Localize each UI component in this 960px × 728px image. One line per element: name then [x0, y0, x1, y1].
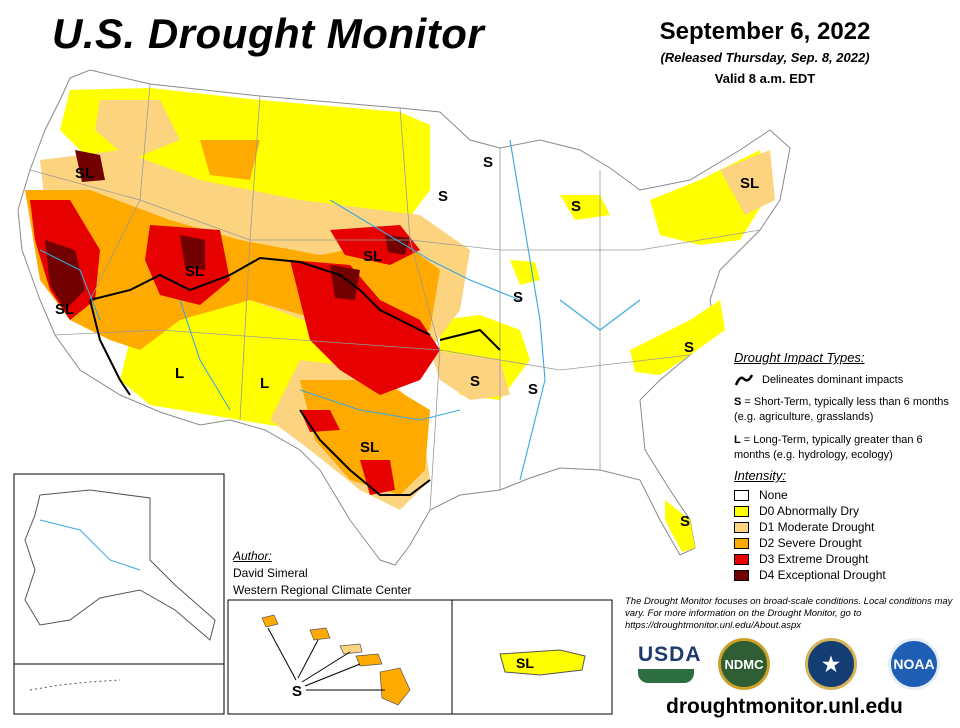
label-texas: SL	[360, 439, 379, 456]
label-hawaii: S	[292, 683, 302, 700]
label-michigan: S	[571, 198, 581, 215]
release-date: (Released Thursday, Sep. 8, 2022)	[660, 50, 870, 65]
map-date: September 6, 2022	[659, 18, 871, 45]
label-carolinas: S	[684, 339, 694, 356]
intensity-swatch	[734, 505, 749, 517]
label-ca-south: SL	[55, 301, 74, 318]
intensity-item: D0 Abnormally Dry	[734, 503, 886, 519]
hawaii-islands	[261, 614, 411, 706]
intensity-label: D3 Extreme Drought	[759, 552, 869, 566]
intensity-label: D4 Exceptional Drought	[759, 568, 886, 582]
long-term-code: L	[734, 434, 741, 446]
valid-time: Valid 8 a.m. EDT	[714, 71, 816, 86]
intensity-label: D1 Moderate Drought	[759, 520, 875, 534]
label-illinois: S	[513, 289, 523, 306]
intensity-item: D1 Moderate Drought	[734, 519, 886, 535]
impact-boundaries	[89, 256, 501, 496]
label-arkansas: S	[528, 381, 538, 398]
label-florida: S	[680, 513, 690, 530]
intensity-legend: Intensity: None D0 Abnormally Dry D1 Moder…	[734, 468, 886, 583]
usda-logo: USDA	[638, 643, 701, 685]
alaska-landmass	[24, 489, 216, 641]
ndmc-logo: NDMC	[718, 638, 770, 690]
date-block: September 6, 2022 (Released Thursday, Se…	[630, 18, 900, 86]
intensity-swatch	[734, 521, 749, 533]
author-org: Western Regional Climate Center	[233, 583, 412, 597]
author-name: David Simeral	[233, 566, 308, 580]
hawaii-inset-frame	[227, 599, 453, 715]
commerce-seal-icon: ★	[805, 638, 857, 690]
impact-labels: SL SL SL SL SL SL L L S S S S S S S S	[55, 154, 759, 530]
intensity-label: D2 Severe Drought	[759, 536, 862, 550]
puerto-rico-landmass	[499, 649, 586, 676]
label-wisconsin: S	[438, 188, 448, 205]
intensity-item: D2 Severe Drought	[734, 535, 886, 551]
intensity-swatch	[734, 553, 749, 565]
intensity-swatch	[734, 569, 749, 581]
intensity-swatch	[734, 537, 749, 549]
short-term-description: = Short-Term, typically less than 6 mont…	[734, 396, 949, 423]
impact-types-legend: Drought Impact Types: Delineates dominan…	[734, 350, 949, 471]
state-boundaries	[29, 83, 761, 511]
disclaimer-note: The Drought Monitor focuses on broad-sca…	[625, 596, 953, 631]
long-term-description: = Long-Term, typically greater than 6 mo…	[734, 434, 923, 461]
rivers	[39, 139, 641, 481]
intensity-label: D0 Abnormally Dry	[759, 504, 860, 518]
label-great-basin: SL	[185, 263, 204, 280]
label-ca-north: SL	[75, 165, 94, 182]
short-term-code: S	[734, 396, 742, 408]
intensity-swatch	[734, 489, 749, 501]
author-block: Author: David Simeral Western Regional C…	[233, 548, 412, 599]
map-title: U.S. Drought Monitor	[52, 10, 485, 57]
intensity-item: D4 Exceptional Drought	[734, 567, 886, 583]
author-heading: Author:	[233, 549, 272, 563]
label-new-england: SL	[740, 175, 759, 192]
website-link[interactable]: droughtmonitor.unl.edu	[666, 695, 903, 718]
noaa-logo: NOAA	[888, 638, 940, 690]
label-minnesota: S	[483, 154, 493, 171]
label-nebraska: SL	[363, 248, 382, 265]
impact-line-icon	[734, 374, 754, 386]
intensity-item: None	[734, 487, 886, 503]
impact-types-heading: Drought Impact Types:	[734, 350, 865, 365]
intensity-heading: Intensity:	[734, 468, 787, 483]
label-missouri: S	[470, 373, 480, 390]
intensity-label: None	[759, 488, 788, 502]
intensity-item: D3 Extreme Drought	[734, 551, 886, 567]
impact-line-label: Delineates dominant impacts	[762, 374, 904, 386]
label-puerto-rico: SL	[516, 655, 534, 671]
label-new-mexico: L	[260, 375, 269, 392]
label-arizona: L	[175, 365, 184, 382]
